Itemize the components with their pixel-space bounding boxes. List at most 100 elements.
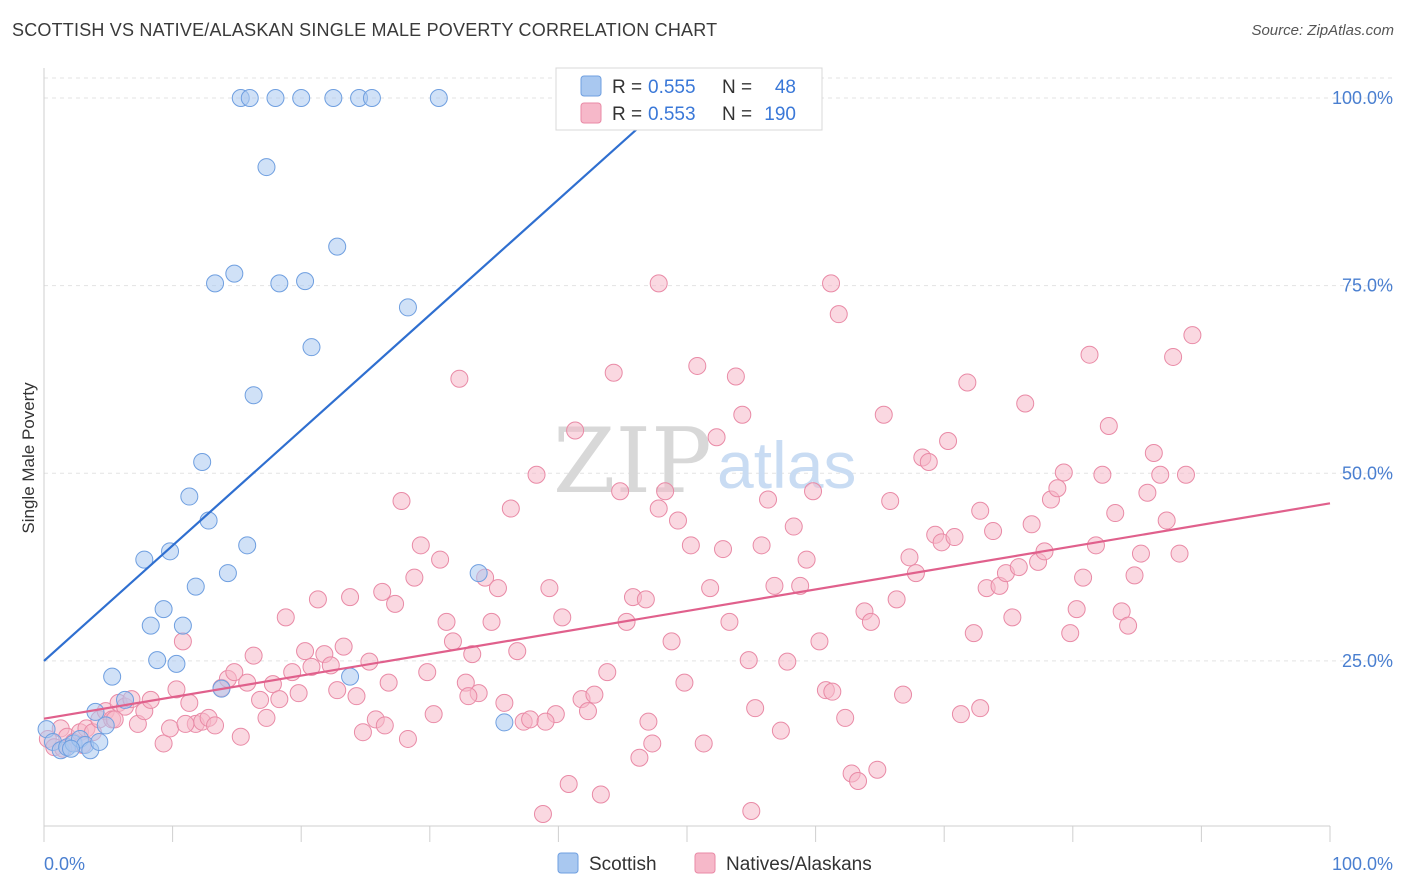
series-scottish-points	[37, 89, 514, 760]
point-natives	[759, 490, 778, 509]
point-natives	[375, 716, 394, 735]
point-natives	[971, 501, 990, 520]
chart-title: SCOTTISH VS NATIVE/ALASKAN SINGLE MALE P…	[12, 20, 718, 40]
point-scottish	[328, 237, 347, 256]
point-natives	[1074, 568, 1093, 587]
point-scottish	[148, 651, 167, 670]
point-natives	[536, 712, 555, 731]
point-natives	[373, 582, 392, 601]
trend-line-scottish	[43, 97, 673, 662]
legend-r-value-scottish: 0.555	[648, 77, 696, 98]
point-natives	[822, 274, 841, 293]
axes	[43, 68, 1331, 842]
point-scottish	[180, 487, 199, 506]
point-natives	[263, 675, 282, 694]
point-natives	[1093, 465, 1112, 484]
point-natives	[1170, 544, 1189, 563]
point-natives	[611, 482, 630, 501]
point-natives	[1022, 515, 1041, 534]
point-natives	[752, 536, 771, 555]
point-natives	[887, 590, 906, 609]
point-natives	[868, 760, 887, 779]
point-scottish	[96, 716, 115, 735]
point-natives	[662, 632, 681, 651]
point-natives	[225, 663, 244, 682]
point-natives	[668, 511, 687, 530]
point-natives	[347, 687, 366, 706]
point-natives	[1067, 600, 1086, 619]
point-scottish	[141, 616, 160, 635]
point-natives	[742, 801, 761, 820]
point-natives	[251, 690, 270, 709]
point-natives	[984, 522, 1003, 541]
point-natives	[1176, 465, 1195, 484]
point-natives	[1054, 463, 1073, 482]
series-natives-points	[38, 274, 1202, 823]
point-natives	[431, 550, 450, 569]
trend-line-natives	[43, 502, 1331, 720]
point-natives	[302, 657, 321, 676]
point-natives	[392, 492, 411, 511]
point-natives	[206, 716, 225, 735]
point-natives	[270, 690, 289, 709]
point-natives	[173, 632, 192, 651]
point-natives	[527, 465, 546, 484]
point-natives	[591, 785, 610, 804]
point-natives	[533, 804, 552, 823]
point-natives	[746, 699, 765, 718]
y-tick-label: 25.0%	[1342, 651, 1393, 671]
tick-labels: 25.0% 50.0% 75.0% 100.0% 0.0% 100.0%	[44, 88, 1393, 874]
point-natives	[881, 492, 900, 511]
point-natives	[450, 369, 469, 388]
point-natives	[675, 673, 694, 692]
point-natives	[604, 363, 623, 382]
point-natives	[379, 673, 398, 692]
point-natives	[257, 708, 276, 727]
point-natives	[1144, 444, 1163, 463]
point-natives	[1016, 394, 1035, 413]
point-natives	[296, 642, 315, 661]
point-scottish	[154, 600, 173, 619]
point-natives	[849, 771, 868, 790]
point-natives	[836, 708, 855, 727]
point-scottish	[173, 616, 192, 635]
bottom-legend-swatch-natives	[694, 852, 716, 874]
legend-swatch-natives	[580, 102, 602, 124]
x-tick-label: 100.0%	[1332, 854, 1393, 874]
point-scottish	[225, 264, 244, 283]
point-natives	[1061, 624, 1080, 643]
point-natives	[630, 748, 649, 767]
point-natives	[424, 705, 443, 724]
point-natives	[585, 685, 604, 704]
point-natives	[1138, 483, 1157, 502]
point-natives	[874, 405, 893, 424]
point-natives	[720, 612, 739, 631]
point-natives	[578, 702, 597, 721]
point-natives	[598, 663, 617, 682]
point-natives	[418, 663, 437, 682]
point-natives	[656, 482, 675, 501]
point-natives	[636, 590, 655, 609]
point-scottish	[135, 550, 154, 569]
point-scottish	[341, 667, 360, 686]
y-tick-label: 100.0%	[1332, 88, 1393, 108]
point-scottish	[302, 338, 321, 357]
point-natives	[360, 652, 379, 671]
point-natives	[353, 723, 372, 742]
point-natives	[649, 274, 668, 293]
point-scottish	[292, 89, 311, 108]
point-natives	[437, 612, 456, 631]
source-credit: Source: ZipAtlas.com	[1251, 22, 1394, 39]
legend-n-label: N =	[722, 104, 752, 125]
point-natives	[1164, 347, 1183, 366]
point-natives	[1106, 504, 1125, 523]
point-natives	[714, 540, 733, 559]
point-natives	[784, 517, 803, 536]
point-natives	[244, 646, 263, 665]
grid	[44, 77, 1392, 662]
point-natives	[771, 721, 790, 740]
legend: R = 0.555 N = 48 R = 0.553 N = 190	[555, 67, 823, 131]
point-natives	[688, 356, 707, 375]
point-natives	[334, 637, 353, 656]
